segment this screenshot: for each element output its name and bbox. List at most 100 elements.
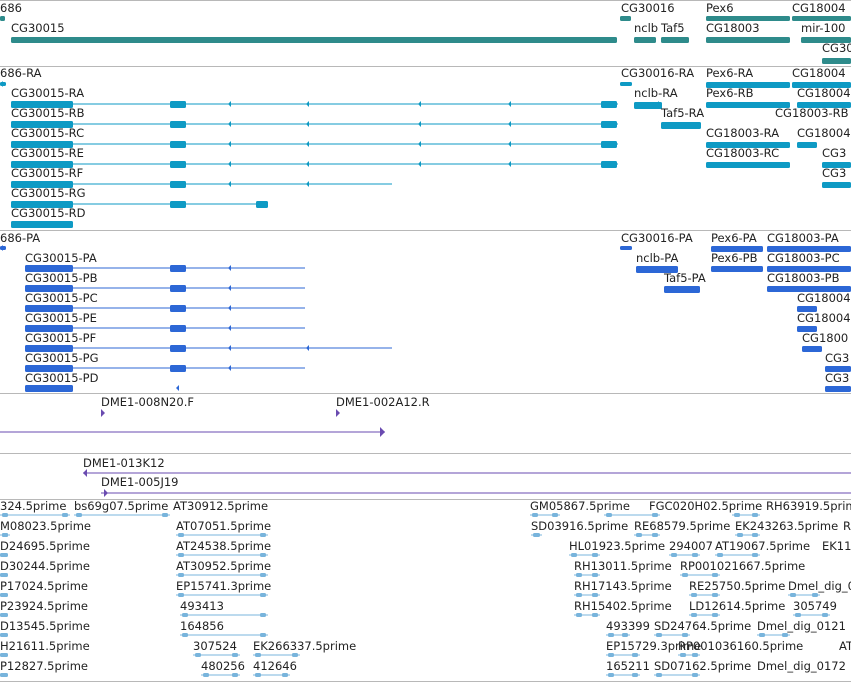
est-label[interactable]: 412646 <box>253 659 297 673</box>
est-label[interactable]: AT30912.5prime <box>173 499 269 513</box>
gene-label[interactable]: CG30016 <box>621 1 675 15</box>
est-label[interactable]: D24695.5prime <box>0 539 90 553</box>
est-label[interactable]: R <box>843 519 851 533</box>
est-label[interactable]: D13545.5prime <box>0 619 90 633</box>
est-label[interactable]: RE68579.5prime <box>634 519 731 533</box>
transcript-label[interactable]: CG18004 <box>797 126 851 140</box>
est-label[interactable]: AT24538.5prime <box>176 539 272 553</box>
transcript-label[interactable]: CG30015-RE <box>11 146 84 160</box>
protein-label[interactable]: CG30015-PD <box>25 371 99 385</box>
est-label[interactable]: RH63919.5prime <box>766 499 851 513</box>
protein-label[interactable]: CG30015-PE <box>25 311 97 325</box>
est-label[interactable]: EK243263.5prime <box>735 519 839 533</box>
transcript-label[interactable]: CG30015-RF <box>11 166 84 180</box>
protein-label[interactable]: CG30015-PA <box>25 251 97 265</box>
est-label[interactable]: RP001021667.5prime <box>680 559 806 573</box>
transcript-label[interactable]: Pex6-RA <box>706 66 754 80</box>
est-label[interactable]: M08023.5prime <box>0 519 91 533</box>
transcript-label[interactable]: CG18003-RA <box>706 126 780 140</box>
est-label[interactable]: FGC020H02.5prime <box>649 499 763 513</box>
gene-label[interactable]: CG18003 <box>706 21 760 35</box>
protein-label[interactable]: CG30016-PA <box>621 231 693 245</box>
gene-label[interactable]: CG18004 <box>792 1 846 15</box>
protein-label[interactable]: 686-PA <box>0 231 41 245</box>
transcript-label[interactable]: CG30015-RD <box>11 206 86 220</box>
clone-label[interactable]: DME1-008N20.F <box>101 395 194 409</box>
protein-label[interactable]: CG30015-PF <box>25 331 97 345</box>
protein-label[interactable]: CG30015-PB <box>25 271 98 285</box>
transcript-label[interactable]: CG18004 <box>797 86 851 100</box>
est-label[interactable]: 165211 <box>606 659 650 673</box>
gene-label[interactable]: CG30015 <box>11 21 65 35</box>
gene-label[interactable]: nclb <box>634 21 659 35</box>
clone-label[interactable]: DME1-005J19 <box>101 475 179 489</box>
protein-label[interactable]: Pex6-PA <box>711 231 757 245</box>
est-label[interactable]: AT07051.5prime <box>176 519 272 533</box>
est-label[interactable]: GM05867.5prime <box>530 499 630 513</box>
est-label[interactable]: RE25750.5prime <box>689 579 786 593</box>
protein-label[interactable]: CG3 <box>825 351 850 365</box>
est-label[interactable]: RH13011.5prime <box>574 559 672 573</box>
est-label[interactable]: EK11 <box>822 539 851 553</box>
est-label[interactable]: Dmel_dig_0172 <box>757 659 846 673</box>
est-label[interactable]: SD07162.5prime <box>654 659 752 673</box>
protein-label[interactable]: Pex6-PB <box>711 251 758 265</box>
est-label[interactable]: 480256 <box>201 659 245 673</box>
transcript-label[interactable]: CG3 <box>822 146 847 160</box>
protein-label[interactable]: nclb-PA <box>636 251 679 265</box>
protein-label[interactable]: CG30015-PG <box>25 351 99 365</box>
est-label[interactable]: AT <box>839 639 851 653</box>
est-label[interactable]: 307524 <box>193 639 237 653</box>
est-label[interactable]: HL01923.5prime <box>569 539 666 553</box>
est-label[interactable]: EP15729.3prime <box>606 639 702 653</box>
gene-label[interactable]: mir-100 <box>801 21 846 35</box>
est-label[interactable]: 164856 <box>180 619 224 633</box>
est-label[interactable]: SD03916.5prime <box>531 519 629 533</box>
clone-label[interactable]: DME1-002A12.R <box>336 395 430 409</box>
est-label[interactable]: P17024.5prime <box>0 579 88 593</box>
est-label[interactable]: bs69g07.5prime <box>74 499 169 513</box>
est-label[interactable]: EP15741.3prime <box>176 579 272 593</box>
protein-label[interactable]: CG18004 <box>797 291 851 305</box>
transcript-label[interactable]: Pex6-RB <box>706 86 754 100</box>
protein-label[interactable]: CG18004 <box>797 311 851 325</box>
est-label[interactable]: H21611.5prime <box>0 639 90 653</box>
transcript-label[interactable]: CG30015-RC <box>11 126 85 140</box>
est-label[interactable]: D30244.5prime <box>0 559 90 573</box>
est-label[interactable]: 294007 <box>669 539 713 553</box>
gene-label[interactable]: 686 <box>0 1 22 15</box>
transcript-label[interactable]: nclb-RA <box>634 86 678 100</box>
transcript-label[interactable]: CG3 <box>822 166 847 180</box>
transcript-label[interactable]: CG30015-RB <box>11 106 85 120</box>
est-label[interactable]: P12827.5prime <box>0 659 88 673</box>
est-label[interactable]: Dmel_dig_0 <box>788 579 851 593</box>
transcript-label[interactable]: CG18004 <box>792 66 846 80</box>
est-label[interactable]: AT30952.5prime <box>176 559 272 573</box>
transcript-label[interactable]: 686-RA <box>0 66 42 80</box>
gene-label[interactable]: CG30 <box>822 41 851 55</box>
est-label[interactable]: RH17143.5prime <box>574 579 672 593</box>
gene-label[interactable]: Pex6 <box>706 1 734 15</box>
protein-label[interactable]: CG18003-PB <box>767 271 840 285</box>
protein-label[interactable]: CG30015-PC <box>25 291 98 305</box>
transcript-label[interactable]: CG30015-RA <box>11 86 85 100</box>
est-label[interactable]: LD12614.5prime <box>689 599 786 613</box>
transcript-label[interactable]: CG30015-RG <box>11 186 86 200</box>
protein-label[interactable]: CG18003-PA <box>767 231 839 245</box>
transcript-label[interactable]: Taf5-RA <box>661 106 705 120</box>
est-label[interactable]: 493413 <box>180 599 224 613</box>
protein-label[interactable]: CG18003-PC <box>767 251 840 265</box>
est-label[interactable]: Dmel_dig_0121 <box>757 619 846 633</box>
est-label[interactable]: 305749 <box>793 599 837 613</box>
protein-label[interactable]: Taf5-PA <box>664 271 706 285</box>
est-label[interactable]: EK266337.5prime <box>253 639 357 653</box>
transcript-label[interactable]: CG18003-RC <box>706 146 780 160</box>
transcript-label[interactable]: CG18003-RB <box>775 106 849 120</box>
protein-label[interactable]: CG3 <box>825 371 850 385</box>
transcript-label[interactable]: CG30016-RA <box>621 66 695 80</box>
est-label[interactable]: RP001036160.5prime <box>678 639 804 653</box>
clone-label[interactable]: DME1-013K12 <box>83 456 165 470</box>
est-label[interactable]: 493399 <box>606 619 650 633</box>
est-label[interactable]: SD24764.5prime <box>654 619 752 633</box>
est-label[interactable]: AT19067.5prime <box>715 539 811 553</box>
